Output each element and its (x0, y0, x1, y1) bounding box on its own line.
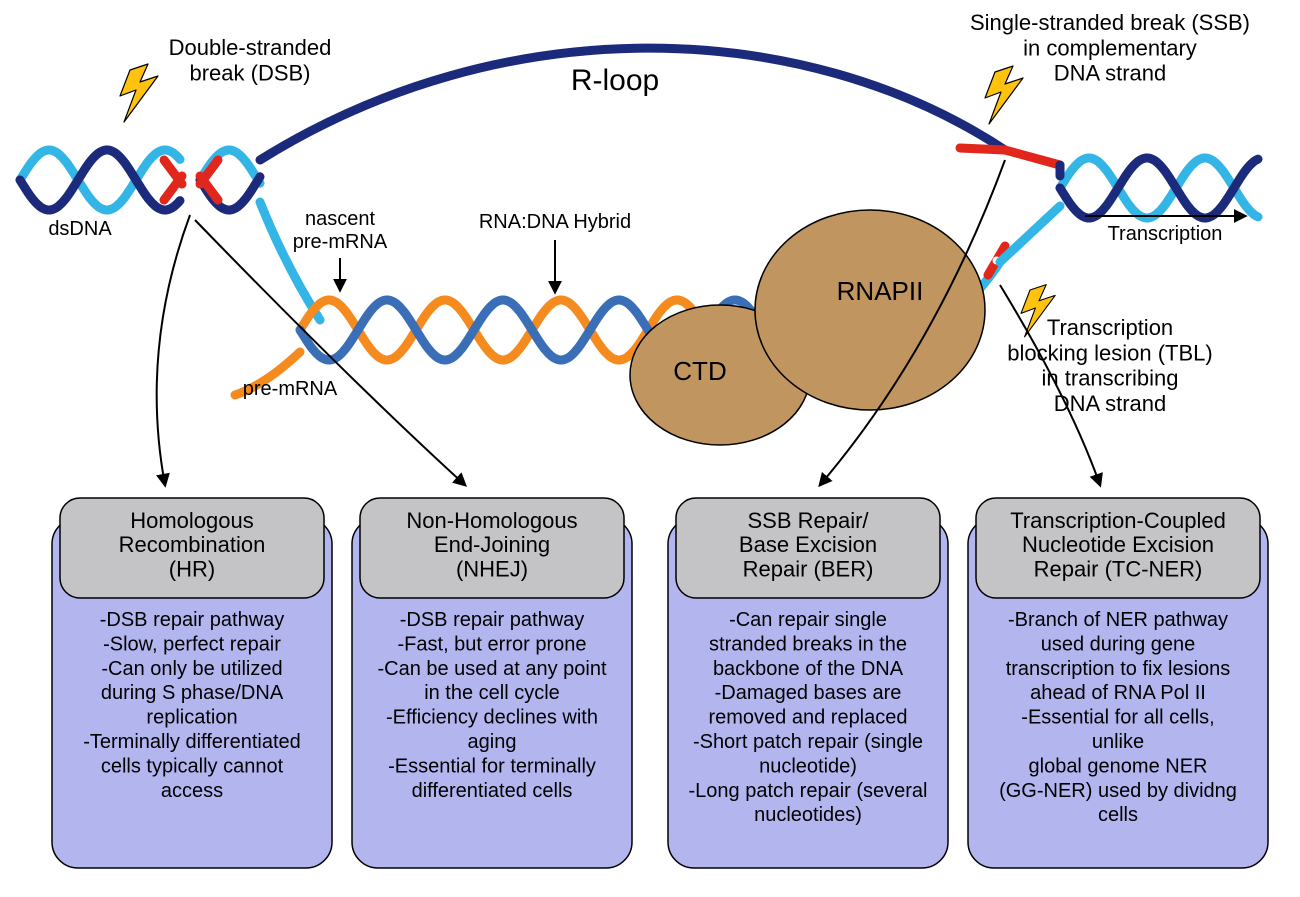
box-title: SSB Repair/Base ExcisionRepair (BER) (739, 508, 877, 581)
label-dsb: Double-strandedbreak (DSB) (169, 35, 332, 85)
rloop-title: R-loop (571, 64, 659, 97)
label-transcription: Transcription (1108, 223, 1223, 245)
repair-pathway-box: SSB Repair/Base ExcisionRepair (BER) -Can… (668, 498, 948, 868)
label-ctd: CTD (673, 356, 726, 386)
damage-bolt-icon (985, 66, 1023, 124)
label-rnapii: RNAPII (837, 276, 924, 306)
label-premrna: pre-mRNA (243, 378, 338, 400)
label-tbl: Transcriptionblocking lesion (TBL)in tra… (1007, 315, 1212, 416)
repair-pathway-box: Transcription-CoupledNucleotide Excision… (968, 498, 1268, 868)
pointer-arrow (195, 220, 465, 485)
label-dsdna: dsDNA (48, 218, 112, 240)
box-title: Transcription-CoupledNucleotide Excision… (1010, 508, 1226, 581)
box-body: -Can repair singlestranded breaks in the… (688, 609, 927, 826)
repair-pathway-box: HomologousRecombination(HR)-DSB repair p… (52, 498, 332, 868)
diagram-canvas: R-loop Double-strandedbreak (DSB) Single-s… (0, 0, 1300, 897)
pointer-arrow (157, 215, 190, 485)
damage-bolt-icon (120, 64, 158, 122)
rnapii-protein (755, 210, 985, 410)
label-nascent: nascentpre-mRNA (293, 208, 388, 253)
label-ssb: Single-stranded break (SSB)in complement… (970, 10, 1250, 86)
label-hybrid: RNA:DNA Hybrid (479, 211, 631, 233)
repair-pathway-box: Non-HomologousEnd-Joining(NHEJ)-DSB repa… (352, 498, 632, 868)
